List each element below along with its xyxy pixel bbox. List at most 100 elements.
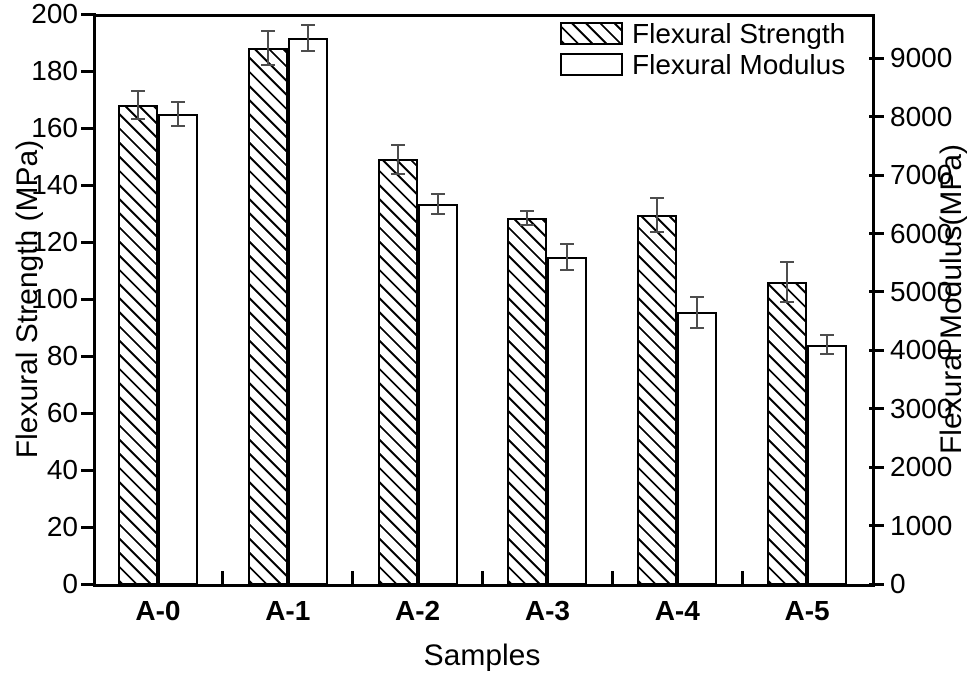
error-bar-cap (430, 213, 445, 216)
y-left-tick-label: 80 (46, 340, 78, 371)
bar-flexural-strength (767, 281, 808, 585)
error-bar-line (266, 31, 269, 66)
error-bar-line (566, 243, 569, 271)
y-right-tick-label: 0 (890, 568, 906, 599)
y-left-tick-label: 180 (31, 55, 78, 86)
y-left-tick (81, 126, 96, 130)
error-bar-cap (780, 300, 795, 303)
y-right-tick (869, 232, 884, 236)
error-bar-cap (130, 89, 145, 92)
error-bar-cap (430, 193, 445, 196)
y-right-tick (869, 582, 884, 586)
error-bar-cap (820, 333, 835, 336)
y-left-tick-label: 20 (46, 511, 78, 542)
error-bar-cap (260, 30, 275, 33)
y-right-tick-label: 1000 (890, 509, 953, 541)
legend-entry-flexural-modulus: Flexural Modulus (560, 49, 845, 80)
y-right-tick-label: 6000 (890, 217, 953, 249)
error-bar-cap (650, 231, 665, 234)
legend-label: Flexural Modulus (632, 49, 846, 80)
error-bar-cap (170, 100, 185, 103)
y-right-tick (869, 173, 884, 177)
y-left-tick-label: 120 (31, 226, 78, 257)
y-right-tick-label: 4000 (890, 334, 953, 366)
error-bar-line (306, 25, 309, 51)
error-bar-cap (690, 326, 705, 329)
y-right-tick (869, 56, 884, 60)
error-bar-cap (520, 223, 535, 226)
bar-flexural-strength (247, 48, 288, 585)
x-axis-tick (481, 571, 484, 584)
error-bar-line (526, 210, 529, 225)
y-left-tick (81, 240, 96, 244)
error-bar-cap (780, 260, 795, 263)
y-right-tick (869, 115, 884, 119)
y-right-tick (869, 290, 884, 294)
x-axis-tick (221, 571, 225, 584)
bar-flexural-strength (637, 214, 678, 585)
bar-flexural-strength (507, 217, 548, 585)
error-bar-line (786, 261, 789, 302)
bar-flexural-strength (377, 159, 418, 585)
y-right-tick-label: 5000 (890, 275, 953, 307)
x-category-label: A-5 (784, 595, 830, 626)
legend-label: Flexural Strength (632, 18, 846, 49)
y-right-tick (869, 465, 884, 469)
bar-flexural-modulus (807, 344, 848, 585)
x-axis-tick (351, 571, 355, 584)
error-bar-cap (650, 196, 665, 199)
x-axis-tick (610, 571, 614, 584)
open-swatch-icon (560, 53, 623, 76)
x-category-label: A-3 (524, 595, 570, 626)
error-bar-cap (390, 144, 405, 147)
y-right-tick (869, 348, 884, 352)
bar-flexural-modulus (677, 312, 718, 585)
y-left-tick (81, 468, 96, 472)
bar-flexural-modulus (287, 37, 328, 585)
error-bar-cap (260, 64, 275, 67)
x-category-label: A-2 (395, 595, 441, 626)
y-left-tick (81, 525, 96, 529)
y-left-tick (81, 411, 96, 415)
y-right-tick (869, 407, 884, 411)
error-bar-cap (300, 24, 315, 27)
y-left-tick-label: 200 (31, 0, 78, 29)
y-right-tick-label: 9000 (890, 42, 953, 74)
bar-flexural-strength (117, 105, 158, 585)
y-left-tick (81, 582, 96, 586)
y-left-tick-label: 40 (46, 454, 78, 485)
error-bar-cap (170, 125, 185, 128)
y-right-tick-label: 7000 (890, 159, 953, 191)
bar-flexural-modulus (547, 256, 588, 585)
error-bar-cap (300, 49, 315, 52)
y-left-tick (81, 12, 96, 16)
error-bar-line (136, 90, 139, 120)
error-bar-line (396, 145, 399, 174)
x-category-label: A-0 (135, 595, 181, 626)
hatched-swatch-icon (560, 22, 623, 45)
legend: Flexural Strength Flexural Modulus (560, 18, 845, 80)
y-left-tick-label: 100 (31, 283, 78, 314)
y-right-tick-label: 3000 (890, 392, 953, 424)
error-bar-cap (560, 242, 575, 245)
y-left-tick (81, 297, 96, 301)
y-left-tick (81, 354, 96, 358)
error-bar-line (656, 197, 659, 232)
x-category-label: A-1 (265, 595, 311, 626)
error-bar-line (826, 334, 829, 355)
error-bar-line (696, 297, 699, 328)
y-right-tick (869, 524, 884, 528)
x-category-label: A-4 (654, 595, 700, 626)
error-bar-line (436, 194, 439, 215)
error-bar-line (176, 101, 179, 127)
y-left-tick (81, 183, 96, 187)
y-right-tick-label: 2000 (890, 451, 953, 483)
x-axis-tick (740, 571, 744, 584)
error-bar-cap (390, 172, 405, 175)
legend-entry-flexural-strength: Flexural Strength (560, 18, 845, 49)
error-bar-cap (520, 209, 535, 212)
bar-flexural-modulus (157, 113, 198, 585)
x-axis-title: Samples (423, 639, 541, 672)
error-bar-cap (130, 118, 145, 121)
